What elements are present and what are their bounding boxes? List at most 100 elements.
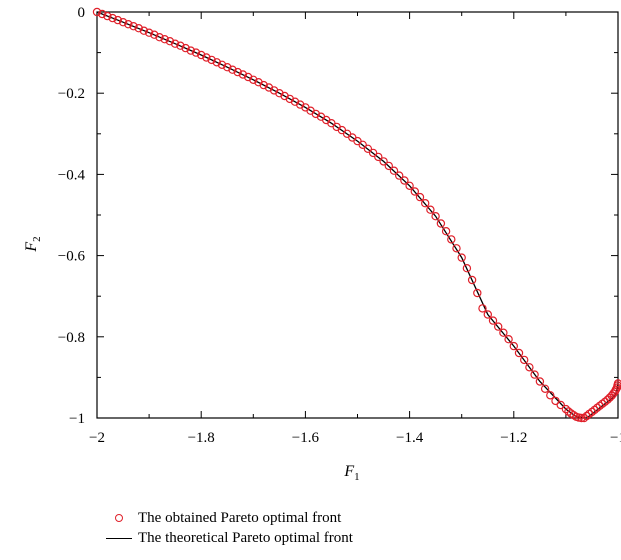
x-tick-label: −2 [89,430,105,446]
y-tick-label: −0.6 [58,249,86,265]
obtained-front-point [525,363,534,372]
obtained-front-point [124,20,133,29]
obtained-front-point [431,211,440,221]
obtained-front-point [483,310,492,319]
obtained-front-point [530,370,539,379]
obtained-front-point [217,60,227,70]
obtained-front-point [540,384,550,393]
obtained-front-point [520,355,529,365]
legend-label-obtained: The obtained Pareto optimal front [138,509,342,526]
obtained-front-point [613,379,621,388]
obtained-front-point [223,62,232,72]
obtained-front-point [207,55,216,65]
pareto-chart: −2−1.8−1.6−1.4−1.2−10−0.2−0.4−0.6−0.8−1 … [23,5,621,483]
x-axis-title: F1 [343,463,359,483]
obtained-front-point [504,335,513,344]
legend-item-theoretical: The theoretical Pareto optimal front [100,528,353,548]
theoretical-front-layer [96,11,619,419]
obtained-front-point [447,235,456,244]
obtained-front-point [426,205,435,214]
obtained-front-point [421,198,430,208]
obtained-front-point [582,411,591,421]
obtained-front-point [467,275,477,285]
obtained-front-point [170,39,180,48]
obtained-front-point [441,226,451,236]
obtained-front-point [238,70,248,79]
obtained-front-point [579,413,589,423]
legend-marker-circle [100,514,138,522]
y-axis-title-sub: 2 [31,236,43,242]
obtained-front-point [134,24,143,33]
obtained-front-point [186,46,195,55]
obtained-front-point [160,35,169,44]
y-tick-label: −0.8 [58,330,85,346]
obtained-front-point [415,192,425,202]
x-axis-title-sub: 1 [354,471,360,483]
obtained-front-point [374,152,383,162]
obtained-front-point [129,22,138,31]
obtained-front-point [546,391,555,400]
obtained-front-point [92,7,102,17]
obtained-front-point [368,148,378,158]
obtained-front-point [577,413,586,423]
theoretical-front-line [96,11,619,419]
obtained-front-point [462,264,472,273]
x-axis-title-main: F [343,463,354,480]
obtained-front-point [587,407,597,417]
y-tick-label: 0 [78,5,86,21]
obtained-front-point [395,171,404,180]
obtained-front-layer [92,7,621,423]
obtained-front-point [202,53,211,62]
obtained-front-point [452,244,461,253]
obtained-front-point [389,166,399,175]
obtained-front-point [509,341,518,351]
obtained-front-point [155,33,164,42]
obtained-front-point [457,253,466,262]
obtained-front-point [595,401,605,410]
obtained-front-point [181,43,190,53]
x-tick-label: −1.4 [396,430,424,446]
obtained-front-point [144,28,154,37]
obtained-front-point [590,405,599,415]
obtained-front-point [150,30,159,39]
obtained-front-point [488,316,498,325]
obtained-front-point [108,13,117,23]
y-axis-title: F2 [23,236,43,252]
obtained-front-point [233,67,242,77]
plot-frame [96,11,619,419]
obtained-front-point [363,144,373,153]
obtained-front-point [478,304,487,313]
y-axis-title-main: F [23,242,40,253]
x-tick-label: −1.8 [188,430,215,446]
obtained-front-point [499,328,508,337]
obtained-front-point [165,37,175,46]
obtained-front-point [436,219,446,228]
obtained-front-point [410,187,419,196]
obtained-front-point [384,161,393,171]
y-tick-label: −0.4 [58,167,86,183]
y-tick-label: −1 [69,411,85,427]
obtained-front-point [473,288,482,298]
obtained-front-point [249,75,258,85]
obtained-front-point [598,399,607,408]
obtained-front-point [358,140,367,149]
obtained-front-point [212,58,221,67]
obtained-front-point [379,157,388,166]
obtained-front-point [176,41,185,50]
obtained-front-point [405,181,414,190]
obtained-front-point [191,48,201,57]
obtained-front-point [97,9,107,19]
obtained-front-point [494,322,503,331]
obtained-front-point [514,348,524,358]
obtained-front-point [139,26,149,35]
obtained-front-point [535,377,545,386]
legend-marker-line [100,537,138,539]
obtained-front-point [561,404,571,414]
obtained-front-point [600,397,610,406]
obtained-front-point [196,50,206,60]
obtained-front-point [556,400,565,410]
legend-item-obtained: The obtained Pareto optimal front [100,508,353,528]
legend-label-theoretical: The theoretical Pareto optimal front [138,529,353,546]
y-tick-label: −0.2 [58,86,85,102]
obtained-front-point [613,381,621,390]
